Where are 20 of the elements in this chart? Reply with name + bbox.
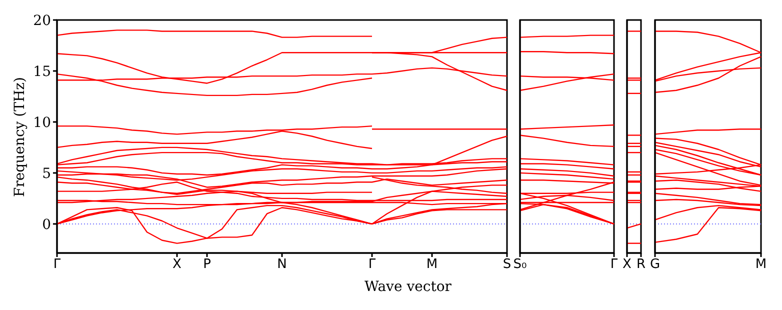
x-axis-title: Wave vector (364, 279, 452, 295)
x-tick-label: M (426, 257, 438, 272)
x-tick-label: R (636, 257, 646, 272)
y-tick-label: 0 (42, 216, 51, 233)
y-axis-title: Frequency (THz) (12, 76, 28, 197)
x-tick-label: X (172, 257, 182, 272)
y-tick-label: 15 (33, 64, 51, 80)
x-tick-label: G (650, 257, 660, 272)
x-tick-label: S₀ (513, 257, 527, 272)
y-tick-label: 10 (33, 114, 51, 131)
x-tick-label: S (502, 257, 512, 272)
x-tick-label: N (277, 257, 287, 272)
x-tick-label: X (622, 257, 632, 272)
x-tick-label: Γ (610, 257, 618, 272)
x-tick-label: Γ (53, 257, 62, 272)
x-tick-label: P (203, 257, 212, 272)
x-tick-label: Γ (368, 257, 376, 272)
y-tick-label: 20 (33, 12, 51, 29)
y-tick-label: 5 (42, 166, 51, 182)
x-tick-label: M (755, 257, 767, 272)
